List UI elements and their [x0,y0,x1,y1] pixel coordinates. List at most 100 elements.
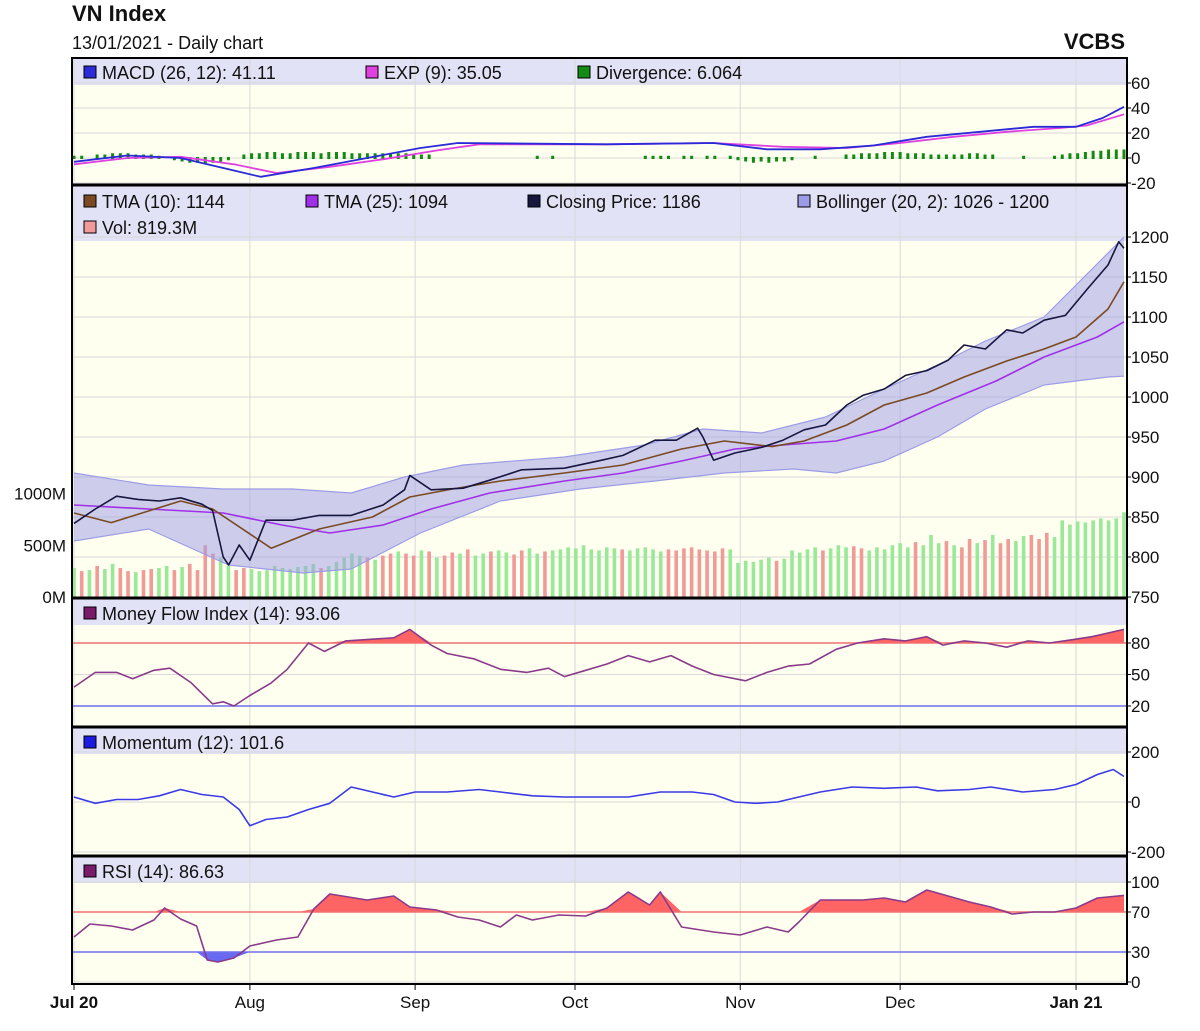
volume-bar [728,549,733,597]
volume-bar [851,546,856,597]
volume-bar [95,565,99,597]
volume-bar [782,558,787,597]
x-tick-label: Jan 21 [1050,993,1103,1012]
divergence-bar [790,157,794,161]
volume-bar [381,555,385,597]
y-tick-label: 200 [1131,743,1159,762]
divergence-bar [1114,149,1118,159]
rsi-legend-label: RSI (14): 86.63 [102,862,224,882]
divergence-bar [929,154,933,159]
volume-bar [751,561,756,597]
volume-bar [597,550,601,597]
divergence-bar [1083,152,1087,159]
bollinger-legend-label: Bollinger (20, 2): 1026 - 1200 [816,192,1049,212]
divergence-bar [728,155,732,159]
divergence-bar [1060,154,1064,159]
divergence-bar [288,153,292,159]
price-legend-band [72,185,1127,241]
volume-bar [1037,539,1041,597]
volume-bar [473,555,478,597]
chart-subtitle: 13/01/2021 - Daily chart [72,33,263,53]
divergence-bar [651,155,655,159]
mfi-swatch [83,606,97,620]
y-tick-label: 20 [1131,124,1150,143]
divergence-bar [975,153,979,159]
y-tick-label: 950 [1131,428,1159,447]
macd-legend-label: MACD (26, 12): 41.11 [102,63,276,83]
volume-bar [249,569,254,597]
divergence-bar [551,155,555,159]
x-tick-label: Jul 20 [50,993,98,1012]
chart-frame [71,57,1128,985]
volume-bar [1091,520,1095,597]
macd-swatch [83,65,97,79]
volume-bar [365,557,370,597]
volume-bar [774,560,779,597]
volume-bar [435,557,439,597]
divergence-bar [813,155,817,159]
volume-bar [272,565,277,597]
tma25-swatch [305,194,319,208]
volume-bar [913,542,918,597]
divergence-bar [860,153,863,159]
volume-bar [103,569,107,597]
volume-bar [519,550,524,597]
tma25-line [73,321,1125,534]
exp-legend-label: EXP (9): 35.05 [384,63,502,83]
exp-swatch [365,65,379,79]
volume-bar [180,566,184,597]
volume-bar [334,561,339,597]
divergence-bar [250,153,254,159]
volume-bar [581,545,586,597]
volume-bar [859,548,864,597]
volume-bar [635,548,640,597]
y-tick-label: 1000 [1131,388,1169,407]
volume-bar [211,553,215,597]
volume-bar [218,557,223,597]
divergence-bar [705,155,709,159]
volume-bar [604,547,609,597]
volume-bar [867,550,872,597]
volume-bar [303,565,308,597]
panels: Jul 20 Aug Sep Oct Nov Dec Jan 216040200-20120… [14,57,1169,1012]
volume-bar [589,549,594,597]
rsi-marks [72,856,1127,984]
divergence-bar [103,154,107,159]
y-tick-label: 1150 [1131,268,1168,287]
y-tick-label: 0 [1131,973,1140,992]
divergence-bar [219,157,223,162]
volume-bar [875,547,879,597]
y-tick-label: 750 [1131,588,1159,607]
rsi-legend: RSI (14): 86.63 [83,862,224,882]
volume-bar [743,560,748,597]
x-tick-label: Nov [725,993,756,1012]
volume-bar [481,553,485,597]
volume-bar [1106,520,1111,597]
divergence-bar [751,157,755,163]
bollinger-lower-line [73,375,1125,574]
divergence-bar [1091,150,1095,159]
divergence-bar [952,154,956,159]
volume-bar [960,547,964,597]
brand-label: VCBS [1064,29,1125,54]
volume-bar [87,570,92,597]
volume-bar [411,555,416,597]
vol-swatch [83,220,97,234]
divergence-bar [95,154,99,159]
volume-bar [319,568,323,597]
divergence-bar [852,154,856,159]
volume-bar [643,547,648,597]
y-tick-label: 80 [1131,634,1150,653]
volume-bar [164,565,169,597]
divergence-bar [365,153,369,159]
volume-bar [952,545,956,597]
y-tick-label: 70 [1131,903,1150,922]
volume-bar [1029,534,1034,597]
volume-bar [736,562,740,597]
divergence-bar [744,157,748,162]
momentum-swatch [83,735,97,749]
volume-bar [882,549,887,597]
divergence-bar [358,153,362,159]
volume-bar [357,555,362,597]
